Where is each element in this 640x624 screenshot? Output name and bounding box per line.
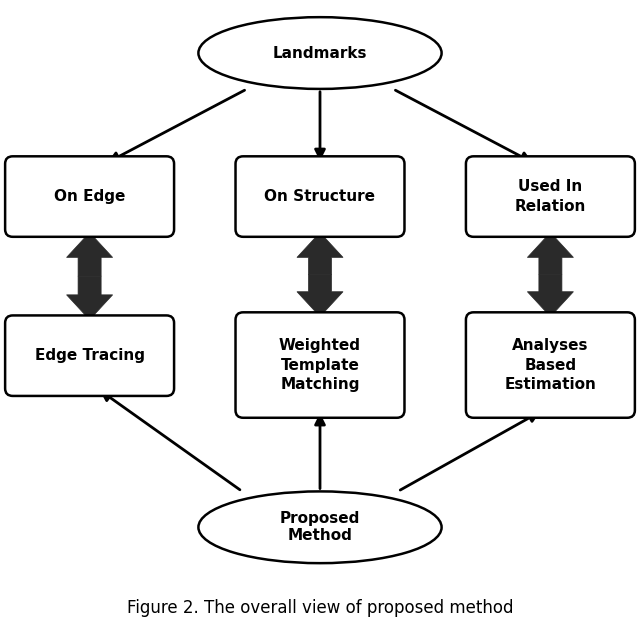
Text: Proposed
Method: Proposed Method [280,511,360,544]
FancyBboxPatch shape [5,316,174,396]
Polygon shape [297,275,343,317]
Text: On Structure: On Structure [264,189,376,204]
FancyBboxPatch shape [236,156,404,237]
Ellipse shape [198,17,442,89]
FancyBboxPatch shape [236,313,404,418]
FancyBboxPatch shape [466,313,635,418]
FancyBboxPatch shape [466,156,635,237]
Text: Weighted
Template
Matching: Weighted Template Matching [279,338,361,392]
Polygon shape [527,275,573,317]
FancyBboxPatch shape [5,156,174,237]
Text: Used In
Relation: Used In Relation [515,179,586,214]
Text: Landmarks: Landmarks [273,46,367,61]
Polygon shape [297,232,343,275]
Text: Analyses
Based
Estimation: Analyses Based Estimation [504,338,596,392]
Text: Edge Tracing: Edge Tracing [35,348,145,363]
Text: On Edge: On Edge [54,189,125,204]
Polygon shape [527,232,573,275]
Polygon shape [67,232,113,276]
Polygon shape [67,276,113,319]
Text: Figure 2. The overall view of proposed method: Figure 2. The overall view of proposed m… [127,600,513,617]
Ellipse shape [198,492,442,563]
